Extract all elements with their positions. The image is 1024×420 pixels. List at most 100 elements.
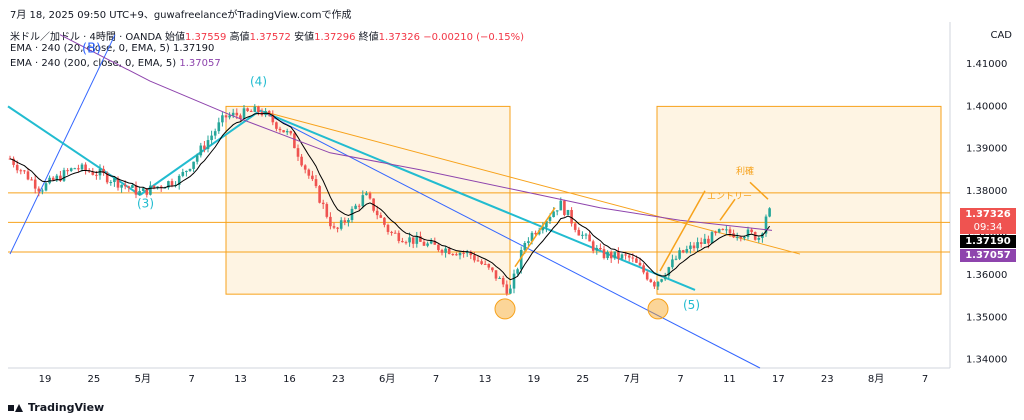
candle-body bbox=[681, 250, 685, 253]
y-tick-label: 1.38000 bbox=[966, 186, 1007, 197]
candle-body bbox=[653, 282, 656, 287]
candle-body bbox=[725, 229, 728, 231]
candle-body bbox=[717, 228, 721, 233]
candle-body bbox=[127, 186, 131, 188]
candle-body bbox=[80, 164, 84, 170]
ema20-legend[interactable]: EMA · 240 (20, close, 0, EMA, 5) 1.37190 bbox=[10, 43, 214, 54]
channel-line bbox=[259, 110, 761, 369]
candle-body bbox=[62, 170, 66, 181]
wave-label: (5) bbox=[683, 298, 700, 312]
candle-body bbox=[149, 185, 152, 195]
candle-body bbox=[217, 122, 221, 132]
candle-body bbox=[102, 168, 105, 174]
candle-body bbox=[530, 232, 534, 242]
candle-body bbox=[134, 185, 138, 195]
candle-body bbox=[141, 188, 145, 192]
candle-body bbox=[401, 241, 404, 243]
ema200-legend[interactable]: EMA · 240 (200, close, 0, EMA, 5) 1.3705… bbox=[10, 58, 221, 69]
candle-body bbox=[12, 158, 15, 165]
x-tick-label: 6月 bbox=[379, 373, 395, 385]
candle-body bbox=[627, 255, 631, 258]
candle-body bbox=[404, 242, 408, 244]
candle-body bbox=[545, 220, 548, 228]
candle-body bbox=[249, 110, 253, 112]
candle-body bbox=[109, 182, 113, 184]
candle-body bbox=[566, 209, 570, 216]
candle-body bbox=[210, 135, 213, 141]
ema20-label: EMA · 240 (20, close, 0, EMA, 5) bbox=[10, 43, 170, 54]
candle-body bbox=[390, 231, 393, 233]
candle-body bbox=[246, 108, 249, 111]
x-tick-label: 23 bbox=[821, 374, 834, 385]
candle-body bbox=[206, 140, 210, 149]
candle-body bbox=[613, 251, 617, 259]
candle-body bbox=[527, 241, 530, 243]
candle-body bbox=[728, 229, 732, 234]
candle-body bbox=[746, 229, 750, 237]
candle-body bbox=[552, 211, 555, 218]
candle-body bbox=[311, 175, 314, 180]
candle-body bbox=[465, 251, 469, 254]
x-tick-label: 7月 bbox=[623, 373, 639, 385]
candle-body bbox=[296, 148, 300, 157]
candle-body bbox=[555, 210, 559, 212]
candle-body bbox=[59, 175, 62, 181]
x-tick-label: 7 bbox=[433, 374, 439, 385]
candle-body bbox=[591, 241, 595, 251]
candle-body bbox=[581, 234, 584, 236]
candle-body bbox=[55, 175, 59, 181]
candle-body bbox=[663, 275, 667, 280]
candle-body bbox=[321, 202, 325, 205]
candle-body bbox=[660, 279, 663, 282]
candle-body bbox=[624, 254, 627, 256]
candle-body bbox=[235, 112, 239, 116]
candle-body bbox=[285, 131, 289, 133]
channel-line bbox=[259, 110, 801, 255]
candle-body bbox=[267, 111, 271, 115]
y-tick-label: 1.40000 bbox=[966, 101, 1007, 112]
candle-body bbox=[257, 106, 260, 113]
candle-body bbox=[73, 168, 77, 170]
candle-body bbox=[145, 188, 149, 195]
candle-body bbox=[275, 122, 278, 129]
candle-body bbox=[239, 115, 242, 119]
candle-body bbox=[195, 155, 199, 162]
entry-arrow bbox=[514, 207, 556, 268]
candle-body bbox=[278, 128, 282, 131]
candle-body bbox=[26, 171, 30, 180]
candle-body bbox=[509, 288, 512, 294]
candle-body bbox=[476, 260, 480, 262]
tp-arrow bbox=[749, 181, 769, 200]
tradingview-logo[interactable]: TradingView bbox=[8, 401, 104, 414]
candle-body bbox=[512, 273, 516, 289]
ema200-line bbox=[59, 34, 773, 231]
candle-body bbox=[365, 193, 368, 196]
candle-body bbox=[152, 185, 156, 188]
symbol-label[interactable]: 米ドル／加ドル · 4時間 · OANDA bbox=[10, 32, 162, 43]
y-tick-label: 1.35000 bbox=[966, 312, 1007, 323]
candle-body bbox=[177, 175, 181, 185]
candle-body bbox=[667, 267, 671, 276]
x-tick-label: 5月 bbox=[135, 373, 151, 385]
candle-body bbox=[577, 229, 581, 236]
currency-label[interactable]: CAD bbox=[990, 30, 1012, 41]
range-box bbox=[656, 105, 942, 295]
candle-body bbox=[329, 216, 332, 227]
candle-body bbox=[213, 131, 217, 136]
candle-body bbox=[447, 248, 451, 255]
change-value: −0.00210 (−0.15%) bbox=[423, 32, 525, 43]
candle-body bbox=[617, 251, 620, 259]
x-tick-label: 13 bbox=[234, 374, 247, 385]
candle-body bbox=[768, 208, 771, 217]
candle-body bbox=[433, 241, 437, 245]
candle-body bbox=[300, 156, 303, 166]
candle-body bbox=[685, 249, 689, 253]
close-value: 1.37326 bbox=[378, 32, 421, 43]
candle-body bbox=[221, 115, 224, 123]
candle-body bbox=[282, 130, 285, 133]
candle-body bbox=[487, 263, 491, 268]
candle-body bbox=[519, 249, 523, 270]
candle-body bbox=[368, 193, 372, 199]
candle-body bbox=[541, 227, 545, 231]
